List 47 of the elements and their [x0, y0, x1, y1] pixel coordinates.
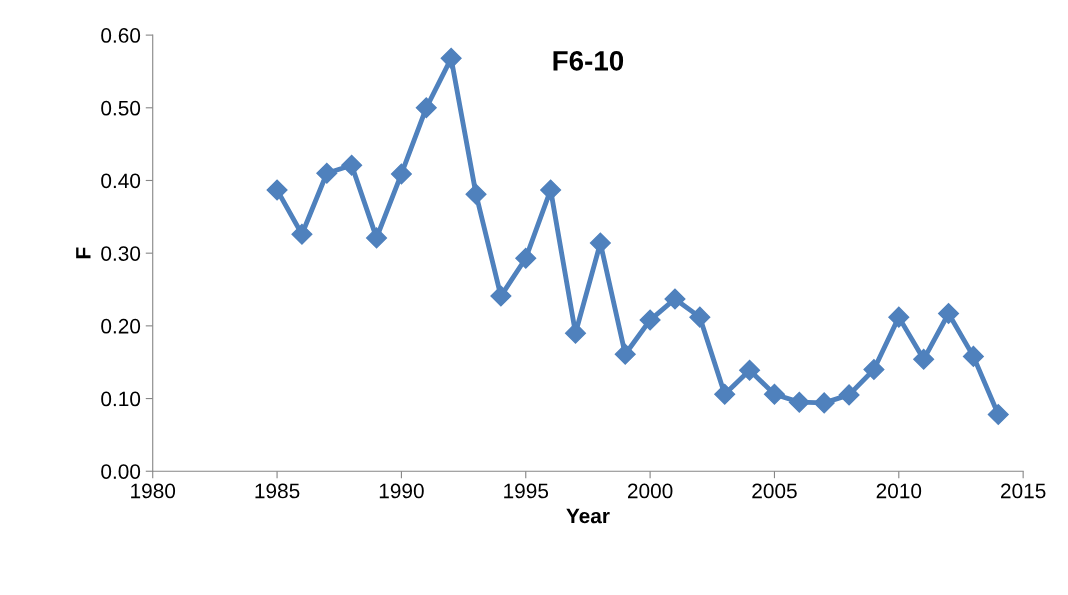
point	[614, 343, 636, 365]
point	[888, 306, 910, 328]
x-tick-label: 2000	[627, 483, 673, 499]
point	[291, 223, 313, 245]
x-tick-label: 1990	[379, 483, 424, 499]
x-tick-label: 1995	[504, 483, 549, 499]
point	[962, 345, 984, 367]
point	[540, 179, 562, 201]
y-tick-label: 0.50	[101, 100, 141, 116]
point	[266, 179, 288, 201]
y-tick-label: 0.00	[101, 464, 141, 479]
point	[664, 288, 686, 310]
x-axis-title: Year	[566, 508, 610, 524]
y-tick-label: 0.40	[101, 173, 141, 189]
x-tick-label: 2005	[752, 483, 797, 499]
y-axis-title: F	[76, 247, 91, 259]
y-tick-label: 0.30	[101, 246, 141, 261]
point	[714, 383, 736, 405]
point	[813, 392, 835, 414]
y-tick-label: 0.10	[101, 391, 141, 407]
point	[763, 383, 785, 405]
x-tick-label: 2015	[1001, 483, 1046, 499]
chart-title: F6-10	[553, 50, 624, 71]
point	[515, 247, 537, 269]
point	[639, 309, 661, 331]
point	[316, 162, 338, 184]
point	[987, 404, 1009, 426]
point	[490, 285, 512, 307]
point	[589, 232, 611, 254]
point	[938, 302, 960, 325]
point	[838, 384, 860, 406]
x-tick-label: 1980	[131, 483, 176, 499]
point	[341, 154, 363, 176]
point	[863, 358, 885, 380]
point	[788, 391, 810, 413]
y-tick-label: 0.20	[101, 318, 141, 334]
x-tick-label: 2010	[876, 483, 922, 499]
point	[739, 359, 761, 381]
point	[390, 163, 412, 185]
point	[415, 97, 437, 119]
point	[440, 47, 462, 69]
y-tick-label: 0.60	[101, 28, 141, 43]
point	[913, 348, 935, 370]
point	[689, 306, 711, 328]
x-tick-label: 1985	[255, 483, 300, 499]
point	[465, 183, 487, 205]
point	[366, 227, 388, 249]
